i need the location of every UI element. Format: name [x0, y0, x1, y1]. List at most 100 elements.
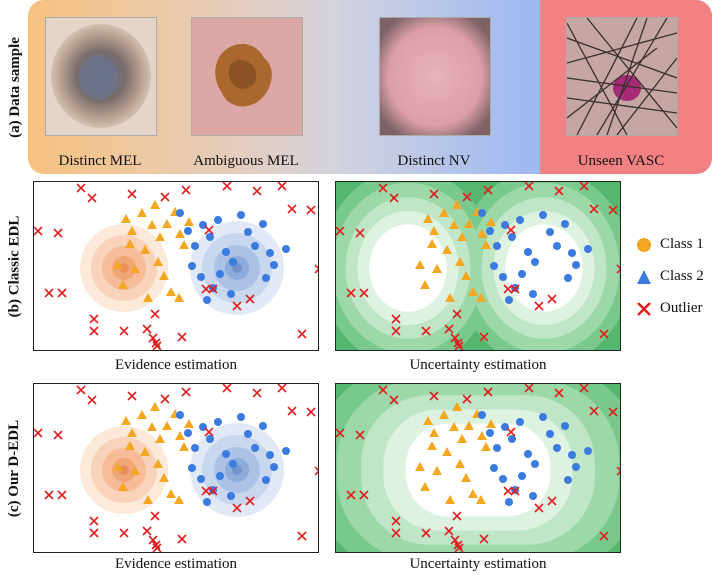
class-1-point	[481, 240, 491, 249]
class-2-point	[229, 460, 237, 468]
outlier-point	[483, 387, 493, 397]
outlier-point	[53, 430, 63, 440]
outlier-point	[346, 288, 356, 298]
class-1-point	[150, 402, 160, 411]
class-2-point	[203, 498, 211, 506]
outlier-point	[314, 466, 318, 476]
class-2-point	[229, 258, 237, 266]
class-2-point	[214, 216, 222, 224]
outlier-point	[391, 516, 401, 526]
class-1-point	[147, 422, 157, 431]
outlier-point	[160, 192, 170, 202]
outlier-point	[479, 534, 489, 544]
caption-distinct-mel: Distinct MEL	[58, 153, 142, 169]
class-2-point	[244, 228, 252, 236]
outlier-point	[44, 490, 54, 500]
class-1-point	[140, 245, 150, 254]
outlier-point	[483, 185, 493, 195]
class-1-point	[455, 459, 465, 468]
class-1-point	[457, 434, 467, 443]
outlier-point	[181, 387, 191, 397]
outlier-point	[252, 388, 262, 398]
class-1-point	[162, 421, 172, 430]
outlier-point	[479, 332, 489, 342]
class-2-point	[188, 464, 196, 472]
outlier-point	[589, 406, 599, 416]
panel-b-uncertainty	[335, 181, 621, 351]
outlier-point	[245, 496, 255, 506]
class-2-point	[237, 211, 245, 219]
outlier-point	[547, 294, 557, 304]
class-1-point	[429, 428, 439, 437]
outlier-point	[336, 428, 345, 438]
class-2-point	[508, 233, 516, 241]
class-1-point	[461, 271, 471, 280]
class-1-point	[147, 220, 157, 229]
class-1-point	[427, 441, 437, 450]
outlier-point	[222, 384, 232, 393]
class-2-point	[237, 413, 245, 421]
panel-c-evidence	[33, 383, 319, 553]
class-2-point	[216, 270, 224, 278]
class-1-point	[481, 442, 491, 451]
outlier-point	[57, 490, 67, 500]
class-1-point	[125, 441, 135, 450]
outlier-point	[119, 528, 129, 538]
caption-unseen-vasc: Unseen VASC	[577, 153, 665, 169]
class-1-point	[127, 428, 137, 437]
class-1-point	[415, 462, 425, 471]
outlier-point	[208, 486, 218, 496]
class-2-point	[222, 248, 230, 256]
outlier-point	[277, 182, 287, 191]
outlier-point	[510, 284, 520, 294]
class-1-point	[143, 293, 153, 302]
class-2-point	[572, 261, 580, 269]
class-2-point	[568, 249, 576, 257]
outlier-point	[204, 225, 214, 235]
outlier-point	[222, 182, 232, 191]
outlier-point	[34, 428, 43, 438]
outlier-point	[554, 186, 564, 196]
class-2-point	[568, 451, 576, 459]
outlier-point	[391, 314, 401, 324]
class-1-point	[174, 293, 184, 302]
class-2-point	[203, 296, 211, 304]
outlier-point	[297, 329, 307, 339]
outlier-point	[160, 394, 170, 404]
outlier-point	[506, 225, 516, 235]
outlier-point	[306, 205, 316, 215]
class-1-point	[155, 232, 165, 241]
class-2-point	[176, 411, 184, 419]
outlier-point	[76, 183, 86, 193]
outlier-point	[454, 543, 464, 552]
class-1-point	[121, 416, 131, 425]
class-2-point	[493, 444, 501, 452]
outlier-point	[452, 511, 462, 521]
class-2-point	[478, 411, 486, 419]
class-1-point	[174, 495, 184, 504]
class-1-point	[445, 495, 455, 504]
class-1-point	[445, 293, 455, 302]
class-2-point	[524, 248, 532, 256]
outlier-point	[389, 193, 399, 203]
class-1-point	[432, 466, 442, 475]
outlier-point	[127, 391, 137, 401]
class-1-point	[442, 245, 452, 254]
class-1-point	[159, 473, 169, 482]
class-1-point	[113, 462, 123, 471]
outlier-point	[506, 427, 516, 437]
outlier-point	[76, 385, 86, 395]
class-2-point	[251, 444, 259, 452]
outlier-point	[454, 341, 464, 350]
class-2-point	[572, 463, 580, 471]
class-2-point	[486, 227, 494, 235]
outlier-point	[89, 326, 99, 336]
outlier-point	[429, 189, 439, 199]
outlier-point	[87, 193, 97, 203]
outlier-point	[151, 338, 161, 348]
class-1-point	[162, 219, 172, 228]
class-1-point	[153, 459, 163, 468]
outlier-point	[462, 192, 472, 202]
outlier-point	[150, 511, 160, 521]
class-2-point	[206, 233, 214, 241]
